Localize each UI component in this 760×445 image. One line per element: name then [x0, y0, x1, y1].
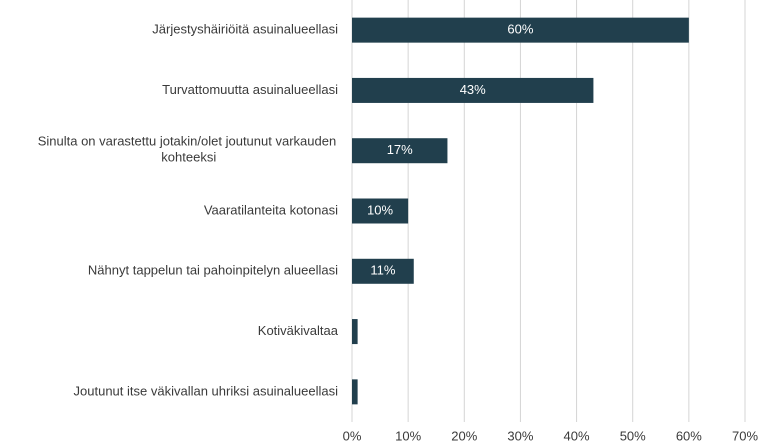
- bar: [352, 198, 409, 224]
- x-tick-label: 50%: [620, 428, 646, 443]
- x-tick-label: 70%: [732, 428, 758, 443]
- bar: [352, 138, 448, 164]
- y-tick-label: Kotiväkivaltaa: [258, 323, 339, 338]
- y-tick-label: Sinulta on varastettu jotakin/olet joutu…: [38, 134, 340, 165]
- y-tick-label: Järjestyshäiriöitä asuinalueellasi: [152, 22, 338, 37]
- bar: [352, 258, 414, 284]
- y-tick-label: Nähnyt tappelun tai pahoinpitelyn alueel…: [88, 263, 338, 278]
- value-label: 11%: [370, 263, 395, 278]
- bar: [352, 379, 358, 405]
- y-tick-label: Turvattomuutta asuinalueellasi: [162, 82, 338, 97]
- x-tick-label: 40%: [564, 428, 590, 443]
- y-tick-label: Joutunut itse väkivallan uhriksi asuinal…: [74, 383, 339, 398]
- bar: [352, 17, 689, 43]
- value-label: 10%: [367, 202, 393, 217]
- x-tick-label: 10%: [395, 428, 421, 443]
- x-tick-label: 0%: [343, 428, 362, 443]
- value-label: 17%: [387, 142, 413, 157]
- value-label: 60%: [507, 22, 533, 37]
- bar: [352, 77, 594, 103]
- y-tick-label: Vaaratilanteita kotonasi: [204, 202, 338, 217]
- x-tick-label: 20%: [451, 428, 477, 443]
- bar: [352, 319, 358, 345]
- x-tick-label: 60%: [676, 428, 702, 443]
- x-tick-label: 30%: [507, 428, 533, 443]
- value-label: 43%: [460, 82, 486, 97]
